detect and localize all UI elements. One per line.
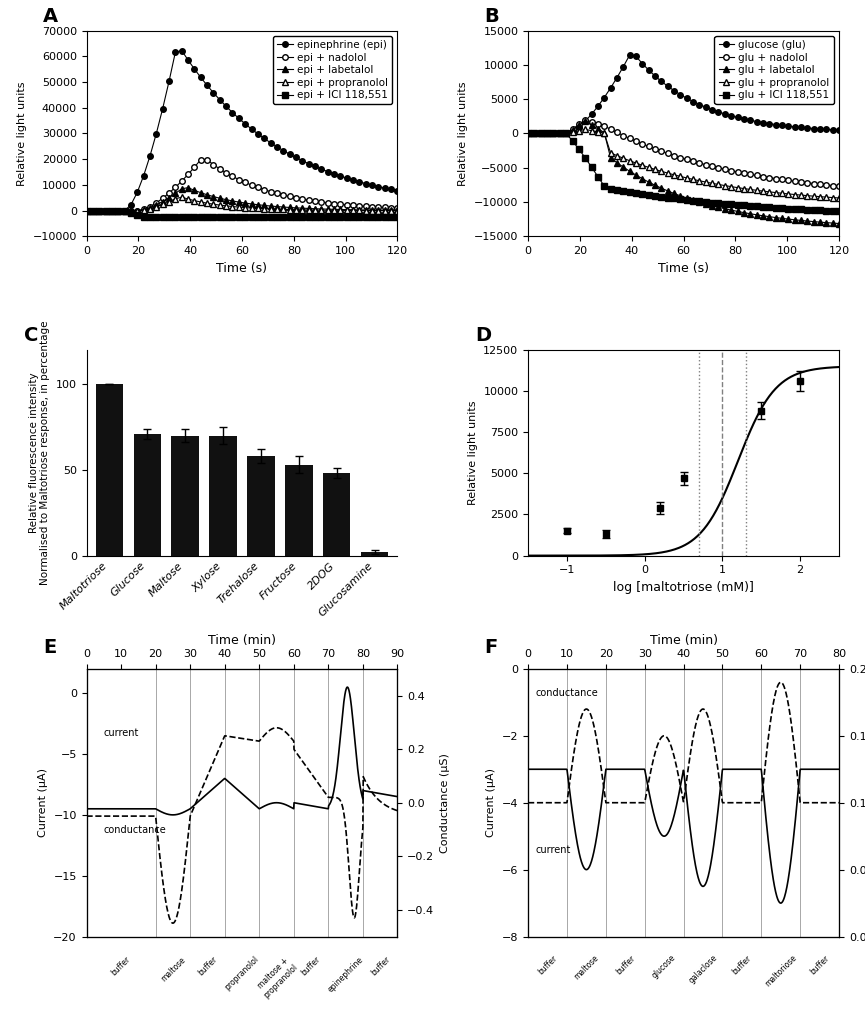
Text: D: D	[475, 327, 491, 345]
X-axis label: Time (min): Time (min)	[208, 633, 276, 646]
Y-axis label: Current (μA): Current (μA)	[38, 769, 48, 837]
Y-axis label: Conductance (μS): Conductance (μS)	[440, 752, 450, 853]
Text: buffer: buffer	[300, 955, 323, 977]
Legend: glucose (glu), glu + nadolol, glu + labetalol, glu + propranolol, glu + ICI 118,: glucose (glu), glu + nadolol, glu + labe…	[714, 36, 834, 105]
Text: epinephrine: epinephrine	[326, 955, 365, 994]
Text: galaclose: galaclose	[687, 953, 719, 985]
Text: buffer: buffer	[110, 955, 132, 977]
Text: maltose: maltose	[159, 955, 187, 983]
Text: F: F	[484, 638, 497, 657]
Text: maltoriose: maltoriose	[763, 953, 798, 988]
X-axis label: Time (s): Time (s)	[216, 262, 267, 275]
Bar	[361, 552, 388, 556]
X-axis label: Time (s): Time (s)	[658, 262, 709, 275]
Text: buffer: buffer	[731, 953, 753, 976]
Text: buffer: buffer	[614, 953, 637, 976]
Y-axis label: Relative fluorescence intensity
Normalised to Maltotriose response, in percentag: Relative fluorescence intensity Normalis…	[29, 321, 50, 585]
Text: buffer: buffer	[536, 953, 559, 976]
Bar	[324, 473, 350, 556]
Text: propranolol: propranolol	[223, 955, 260, 993]
Bar	[285, 464, 312, 556]
Y-axis label: Current (μA): Current (μA)	[486, 769, 497, 837]
Text: current: current	[104, 728, 139, 738]
Bar	[133, 434, 161, 556]
Text: E: E	[43, 638, 56, 657]
X-axis label: Time (min): Time (min)	[650, 633, 718, 646]
Bar	[209, 436, 237, 556]
Legend: epinephrine (epi), epi + nadolol, epi + labetalol, epi + propranolol, epi + ICI : epinephrine (epi), epi + nadolol, epi + …	[273, 36, 392, 105]
Text: buffer: buffer	[808, 953, 831, 976]
Y-axis label: Relative light units: Relative light units	[468, 400, 477, 505]
Text: conductance: conductance	[535, 687, 599, 697]
Bar	[96, 384, 123, 556]
Text: B: B	[484, 7, 499, 26]
Text: C: C	[24, 327, 39, 345]
Text: buffer: buffer	[196, 955, 219, 977]
Text: maltose +
propranolol: maltose + propranolol	[254, 955, 299, 1000]
Text: conductance: conductance	[104, 826, 167, 835]
Bar	[247, 456, 274, 556]
Text: buffer: buffer	[368, 955, 392, 977]
Text: glucose: glucose	[650, 953, 677, 980]
Y-axis label: Relative light units: Relative light units	[16, 81, 27, 185]
Bar	[171, 436, 199, 556]
Text: maltose: maltose	[573, 953, 600, 981]
Text: current: current	[535, 845, 571, 855]
Y-axis label: Relative light units: Relative light units	[458, 81, 469, 185]
X-axis label: log [maltotriose (mM)]: log [maltotriose (mM)]	[613, 581, 754, 593]
Text: A: A	[43, 7, 58, 26]
